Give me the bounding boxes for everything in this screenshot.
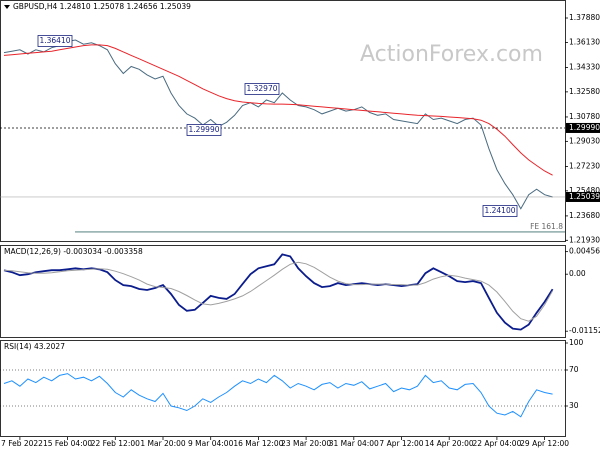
y-tick-label: 1.30780	[569, 112, 600, 121]
annotation: 1.24100	[484, 206, 515, 215]
y-tick-label: 1.25480	[569, 186, 600, 195]
last-price-label: 1.25039	[569, 192, 600, 201]
annotation-box	[482, 205, 518, 217]
y-tick-label: 1.32580	[569, 87, 600, 96]
y-tick-label: 100	[569, 338, 584, 347]
series-line	[3, 261, 554, 322]
annotation-box	[186, 124, 222, 136]
annotation: 1.29990	[188, 125, 219, 134]
x-tick-label: 31 Mar 04:00	[329, 439, 379, 448]
series-line	[3, 373, 553, 418]
y-tick-label: 1.29030	[569, 136, 600, 145]
title-icon	[4, 5, 10, 9]
watermark: ActionForex.com	[360, 42, 543, 67]
last-price-box	[566, 191, 600, 202]
y-tick-label: 1.36130	[569, 37, 600, 46]
level-label: 1.29990	[569, 123, 600, 132]
x-tick-label: 1 Mar 20:00	[140, 439, 186, 448]
fe-label: FE 161.8	[530, 222, 563, 231]
y-tick-label: 1.37880	[569, 13, 600, 22]
x-tick-label: 29 Apr 12:00	[520, 439, 569, 448]
y-tick-label: 0.00	[569, 269, 586, 278]
rsi-panel	[0, 340, 566, 437]
x-tick-label: 14 Apr 20:00	[425, 439, 474, 448]
y-tick-label: 1.21930	[569, 235, 600, 244]
level-label-box	[566, 122, 600, 133]
y-tick-label: 1.27230	[569, 161, 600, 170]
y-tick-label: 30	[569, 401, 579, 410]
annotation: 1.32970	[246, 84, 277, 93]
series-line	[3, 39, 553, 210]
x-tick-label: 22 Feb 12:00	[91, 439, 140, 448]
chart-title: GBPUSD,H4 1.24810 1.25078 1.24656 1.2503…	[13, 2, 191, 11]
rsi-title: RSI(14) 43.2027	[4, 342, 65, 351]
series-line	[3, 253, 554, 331]
annotation: 1.36410	[39, 36, 70, 45]
macd-panel	[0, 245, 566, 338]
macd-title: MACD(12,26,9) -0.003034 -0.003358	[4, 247, 143, 256]
series-line	[3, 44, 553, 176]
x-tick-label: 15 Feb 04:00	[43, 439, 92, 448]
y-tick-label: 70	[569, 365, 579, 374]
x-tick-label: 7 Apr 12:00	[379, 439, 423, 448]
x-tick-label: 9 Mar 04:00	[188, 439, 234, 448]
x-tick-label: 16 Mar 12:00	[233, 439, 283, 448]
annotation-box	[37, 35, 73, 47]
x-tick-label: 7 Feb 2022	[1, 439, 43, 448]
x-tick-label: 22 Apr 04:00	[472, 439, 521, 448]
y-tick-label: 1.23680	[569, 211, 600, 220]
y-tick-label: -0.011529	[569, 326, 600, 335]
annotation-box	[244, 83, 280, 95]
x-tick-label: 23 Mar 20:00	[281, 439, 331, 448]
y-tick-label: 1.34330	[569, 62, 600, 71]
price-panel	[0, 0, 566, 242]
y-tick-label: 0.00456	[569, 247, 600, 256]
